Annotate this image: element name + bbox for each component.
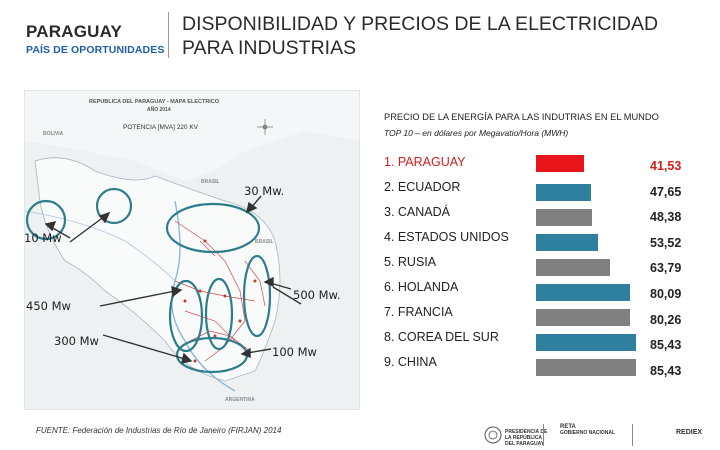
ranking-bar [536, 234, 598, 251]
ranking-bar [536, 334, 636, 351]
ranking-row: 9. CHINA 85,43 [384, 355, 714, 378]
gobierno-text-b: GOBIERNO NACIONAL [560, 430, 615, 436]
callout-circles [25, 187, 272, 374]
seal-icon [484, 426, 502, 444]
ranking-row: 5. RUSIA 63,79 [384, 255, 714, 277]
map-drawing [25, 119, 359, 409]
ranking-value: 47,65 [650, 184, 682, 199]
ranking-country-label: 4. ESTADOS UNIDOS [384, 230, 509, 244]
callout-450mw: 450 Mw [26, 299, 71, 313]
ranking-bar [536, 359, 636, 376]
ranking-bar [536, 155, 584, 172]
logo-sub-text: PAÍS DE OPORTUNIDADES [26, 44, 165, 56]
callout-10mw: 10 Mw [24, 231, 62, 245]
ranking-row: 8. COREA DEL SUR 85,43 [384, 330, 714, 352]
map-title: REPUBLICA DEL PARAGUAY - MAPA ELECTRICO [89, 99, 220, 105]
presidencia-text: PRESIDENCIA DE LA REPÚBLICA DEL PARAGUAY [505, 429, 548, 447]
ranking-value: 80,26 [650, 312, 682, 327]
source-note: FUENTE: Federación de Industrias de Río … [36, 426, 282, 435]
ranking-country-label: 6. HOLANDA [384, 280, 459, 294]
map-year: AÑO 2014 [147, 107, 171, 113]
ranking-value: 41,53 [650, 159, 682, 173]
ranking-country-label: 3. CANADÁ [384, 205, 450, 219]
ranking-country-label: 5. RUSIA [384, 255, 437, 269]
footer-separator-1 [543, 424, 544, 446]
ranking-country-label: 9. CHINA [384, 355, 437, 369]
ranking-row: 7. FRANCIA 80,26 [384, 305, 714, 327]
map-label-brasil: BRASIL [201, 179, 220, 185]
ranking-value: 48,38 [650, 210, 682, 225]
callout-500mw: 500 Mw. [293, 288, 341, 302]
rediex-logo: REDIEX [676, 424, 702, 436]
ranking-bar [536, 184, 591, 201]
ranking-country-label: 1. PARAGUAY [384, 155, 466, 169]
ranking-row: 2. ECUADOR 47,65 [384, 180, 714, 202]
ranking-row: 6. HOLANDA 80,09 [384, 280, 714, 302]
paraguay-logo: PARAGUAY PAÍS DE OPORTUNIDADES [26, 22, 166, 56]
gobierno-logo: RETA GOBIERNO NACIONAL [560, 424, 620, 436]
ranking-title: PRECIO DE LA ENERGÍA PARA LAS INDUTRIAS … [384, 112, 659, 122]
ranking-row: 3. CANADÁ 48,38 [384, 205, 714, 227]
ranking-row: 4. ESTADOS UNIDOS 53,52 [384, 230, 714, 252]
ranking-value: 85,43 [650, 338, 682, 353]
ranking-value: 80,09 [650, 287, 682, 301]
ranking-value: 53,52 [650, 235, 682, 250]
logo-main-text: PARAGUAY [26, 22, 123, 41]
ranking-row: 1. PARAGUAY 41,53 [384, 155, 714, 177]
ranking-bar [536, 284, 630, 301]
ranking-country-label: 7. FRANCIA [384, 305, 453, 319]
page-title: DISPONIBILIDAD Y PRECIOS DE LA ELECTRICI… [182, 13, 659, 59]
electric-map: REPUBLICA DEL PARAGUAY - MAPA ELECTRICO … [24, 90, 360, 410]
gobierno-text-a: RETA [560, 424, 576, 430]
ranking-country-label: 2. ECUADOR [384, 180, 461, 194]
callout-100mw: 100 Mw [272, 345, 317, 359]
ranking-country-label: 8. COREA DEL SUR [384, 330, 499, 344]
ranking-value: 85,43 [650, 363, 682, 378]
ranking-subtitle: TOP 10 – en dólares por Megavatio/Hora (… [384, 128, 569, 138]
ranking-bar [536, 209, 592, 226]
footer-separator-2 [632, 424, 633, 446]
header-divider [168, 12, 169, 58]
map-label-brasil-2: BRASIL [255, 239, 274, 245]
map-label-bolivia: BOLIVIA [43, 131, 64, 137]
ranking-bar [536, 309, 630, 326]
ranking-bar [536, 259, 610, 276]
map-legend: POTENCIA [MVA] 220 KV [123, 124, 199, 131]
rediex-text: REDIEX [676, 429, 703, 436]
callout-30mw: 30 Mw. [244, 184, 285, 198]
callout-300mw: 300 Mw [54, 334, 99, 348]
map-label-argentina: ARGENTINA [225, 397, 255, 403]
ranking-value: 63,79 [650, 261, 682, 276]
